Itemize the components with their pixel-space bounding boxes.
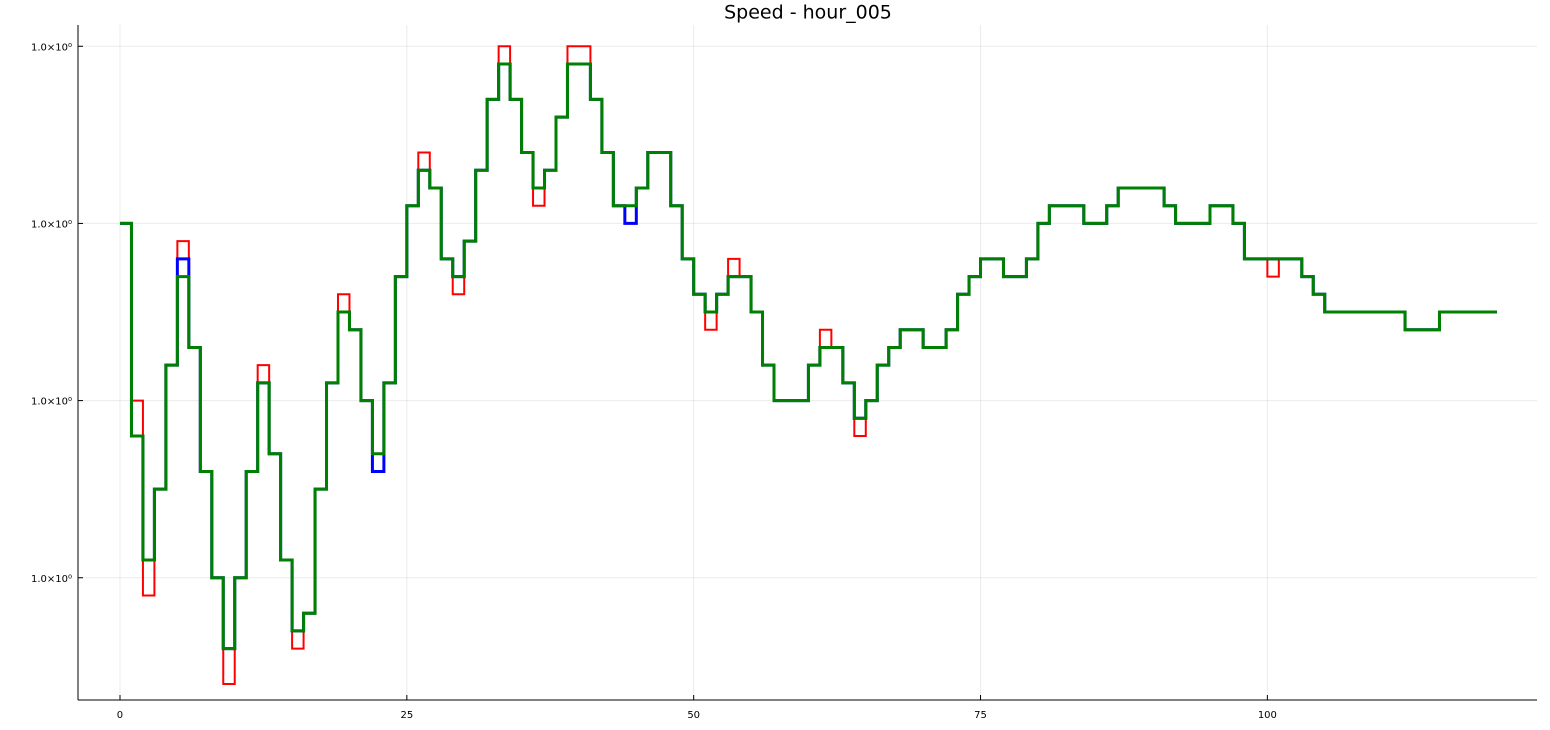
y-tick-label: 1.0×10⁰ — [31, 219, 72, 230]
grid — [78, 25, 1537, 700]
axes: 0 25 50 75 100 1.0×10⁰ 1.0×10⁰ 1.0×10⁰ 1.0×10⁰ — [31, 25, 1537, 721]
x-tick-label: 100 — [1258, 710, 1277, 721]
x-tick-label: 75 — [974, 710, 987, 721]
x-tick-label: 25 — [400, 710, 413, 721]
plot-lines — [119, 45, 1497, 686]
y-tick-label: 1.0×10⁰ — [31, 42, 72, 53]
x-tick-label: 0 — [117, 710, 123, 721]
series-line — [119, 62, 1497, 651]
chart-title: Speed - hour_005 — [724, 2, 892, 24]
x-tick-label: 50 — [687, 710, 700, 721]
y-tick-label: 1.0×10⁰ — [31, 574, 72, 585]
y-tick-label: 1.0×10⁰ — [31, 397, 72, 408]
series-line — [119, 62, 1497, 651]
